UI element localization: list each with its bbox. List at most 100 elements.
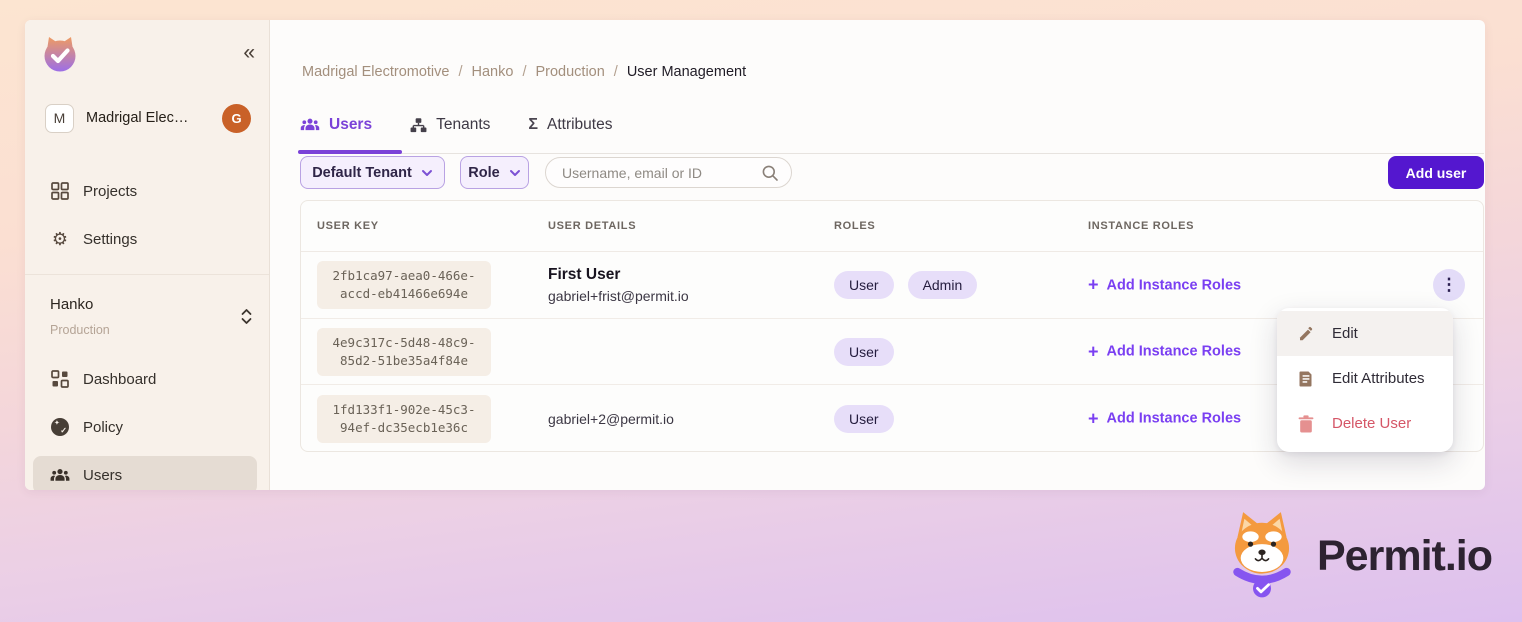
permit-io-branding: Permit.io bbox=[1221, 508, 1493, 604]
user-email: gabriel+2@permit.io bbox=[548, 410, 674, 427]
menu-item-label: Edit bbox=[1332, 325, 1358, 342]
menu-item-delete-user[interactable]: Delete User bbox=[1277, 401, 1453, 446]
tenant-filter-dropdown[interactable]: Default Tenant bbox=[300, 156, 445, 189]
sidebar-item-settings[interactable]: ⚙ Settings bbox=[25, 223, 269, 255]
row-actions-kebab-icon[interactable]: ⋮ bbox=[1433, 269, 1465, 301]
table-row: 1fd133f1-902e-45c3- 94ef-dc35ecb1e36c gab… bbox=[301, 385, 1483, 452]
table-header: USER KEY USER DETAILS ROLES INSTANCE ROL… bbox=[301, 201, 1483, 252]
tab-label: Attributes bbox=[547, 116, 613, 133]
chevron-down-icon bbox=[421, 165, 433, 181]
role-filter-dropdown[interactable]: Role bbox=[460, 156, 529, 189]
sidebar-collapse-button[interactable]: « bbox=[243, 41, 255, 64]
role-badge[interactable]: User bbox=[834, 337, 894, 366]
breadcrumb-separator: / bbox=[458, 64, 463, 80]
sidebar-item-dashboard[interactable]: Dashboard bbox=[25, 363, 269, 395]
table-row: 4e9c317c-5d48-48c9- 85d2-51be35a4f84e Use… bbox=[301, 319, 1483, 385]
search-input[interactable] bbox=[562, 164, 761, 181]
add-user-button[interactable]: Add user bbox=[1388, 156, 1484, 189]
breadcrumb-project[interactable]: Hanko bbox=[471, 64, 514, 80]
environment-name: Production bbox=[50, 323, 110, 337]
sidebar-item-label: Policy bbox=[83, 418, 124, 436]
tenants-sitemap-icon bbox=[410, 117, 427, 133]
add-instance-roles-link[interactable]: + Add Instance Roles bbox=[1088, 408, 1242, 428]
column-header-user-details: USER DETAILS bbox=[548, 220, 637, 232]
tab-bar: Users Tenants Σ Attributes bbox=[300, 116, 612, 134]
plus-icon: + bbox=[1088, 341, 1099, 361]
sidebar-item-label: Users bbox=[83, 466, 123, 484]
org-name: Madrigal Elec… bbox=[86, 110, 189, 126]
project-name: Hanko bbox=[50, 296, 94, 313]
search-icon[interactable] bbox=[761, 164, 779, 182]
sidebar-item-policy[interactable]: ✦ ✓ Policy bbox=[25, 411, 269, 443]
plus-icon: + bbox=[1088, 408, 1099, 428]
add-instance-roles-link[interactable]: + Add Instance Roles bbox=[1088, 341, 1242, 361]
gear-icon: ⚙ bbox=[51, 229, 69, 249]
role-badge[interactable]: User bbox=[834, 404, 894, 433]
tab-label: Users bbox=[329, 116, 373, 133]
tab-label: Tenants bbox=[436, 116, 491, 133]
breadcrumb-separator: / bbox=[613, 64, 618, 80]
trash-icon bbox=[1297, 414, 1315, 433]
user-key-chip[interactable]: 4e9c317c-5d48-48c9- 85d2-51be35a4f84e bbox=[317, 327, 491, 376]
breadcrumb-separator: / bbox=[522, 64, 527, 80]
add-instance-roles-label: Add Instance Roles bbox=[1106, 410, 1242, 427]
user-key-chip[interactable]: 2fb1ca97-aea0-466e-accd-eb41466e694e bbox=[317, 261, 491, 309]
menu-item-label: Delete User bbox=[1332, 415, 1412, 432]
role-badge[interactable]: User bbox=[834, 271, 894, 299]
sidebar-active-highlight bbox=[33, 456, 257, 490]
column-header-instance-roles: INSTANCE ROLES bbox=[1088, 220, 1195, 232]
add-instance-roles-label: Add Instance Roles bbox=[1106, 343, 1242, 360]
user-details-cell: gabriel+2@permit.io bbox=[548, 411, 674, 427]
roles-cell: User bbox=[834, 404, 894, 433]
users-table: USER KEY USER DETAILS ROLES INSTANCE ROL… bbox=[300, 200, 1484, 452]
user-avatar[interactable]: G bbox=[222, 103, 251, 133]
tab-users[interactable]: Users bbox=[300, 116, 372, 134]
breadcrumb-org[interactable]: Madrigal Electromotive bbox=[302, 64, 450, 80]
menu-item-edit[interactable]: Edit bbox=[1277, 311, 1453, 356]
user-search bbox=[545, 157, 792, 188]
role-filter-label: Role bbox=[468, 164, 500, 181]
user-key-chip[interactable]: 1fd133f1-902e-45c3- 94ef-dc35ecb1e36c bbox=[317, 394, 491, 443]
active-tab-underline bbox=[298, 150, 402, 154]
sidebar-item-users[interactable]: Users bbox=[25, 459, 269, 490]
workspace-switcher-icon[interactable] bbox=[240, 308, 253, 330]
user-name: First User bbox=[548, 266, 621, 283]
pencil-icon bbox=[1297, 325, 1315, 342]
plus-icon: + bbox=[1088, 274, 1099, 295]
breadcrumb: Madrigal Electromotive / Hanko / Product… bbox=[302, 64, 746, 80]
user-email: gabriel+frist@permit.io bbox=[548, 288, 689, 304]
org-switcher[interactable]: M Madrigal Elec… G bbox=[45, 103, 251, 133]
permit-dog-logo-icon bbox=[1221, 508, 1303, 604]
column-header-roles: ROLES bbox=[834, 220, 876, 232]
table-row: 2fb1ca97-aea0-466e-accd-eb41466e694e Fir… bbox=[301, 252, 1483, 319]
users-icon bbox=[50, 468, 70, 483]
users-tab-icon bbox=[300, 118, 320, 132]
roles-cell: User bbox=[834, 337, 894, 366]
user-details-cell: First User gabriel+frist@permit.io bbox=[548, 266, 689, 304]
sidebar-divider bbox=[25, 274, 269, 275]
row-actions-menu: Edit Edit Attributes bbox=[1277, 308, 1453, 452]
tab-attributes[interactable]: Σ Attributes bbox=[528, 116, 612, 134]
sidebar: « M Madrigal Elec… G Projects ⚙ Settings… bbox=[25, 20, 270, 490]
app-window: « M Madrigal Elec… G Projects ⚙ Settings… bbox=[25, 20, 1485, 490]
column-header-user-key: USER KEY bbox=[317, 220, 379, 232]
policy-icon: ✦ ✓ bbox=[50, 418, 70, 436]
tab-tenants[interactable]: Tenants bbox=[410, 116, 490, 134]
sidebar-item-label: Dashboard bbox=[83, 370, 157, 388]
sidebar-item-label: Settings bbox=[83, 230, 138, 248]
breadcrumb-page: User Management bbox=[626, 64, 747, 80]
sidebar-item-label: Projects bbox=[83, 182, 138, 200]
tabs-divider bbox=[300, 153, 1484, 154]
menu-item-edit-attributes[interactable]: Edit Attributes bbox=[1277, 356, 1453, 401]
permit-cat-logo-icon bbox=[41, 34, 79, 79]
breadcrumb-environment[interactable]: Production bbox=[535, 64, 605, 80]
document-icon bbox=[1297, 370, 1315, 387]
sigma-icon: Σ bbox=[528, 116, 538, 133]
main-content: Madrigal Electromotive / Hanko / Product… bbox=[270, 20, 1485, 490]
sidebar-item-projects[interactable]: Projects bbox=[25, 175, 269, 207]
add-instance-roles-link[interactable]: + Add Instance Roles bbox=[1088, 274, 1242, 295]
add-instance-roles-label: Add Instance Roles bbox=[1106, 277, 1242, 293]
role-badge[interactable]: Admin bbox=[907, 271, 978, 299]
menu-item-label: Edit Attributes bbox=[1332, 370, 1425, 387]
org-initial-badge: M bbox=[45, 103, 74, 133]
